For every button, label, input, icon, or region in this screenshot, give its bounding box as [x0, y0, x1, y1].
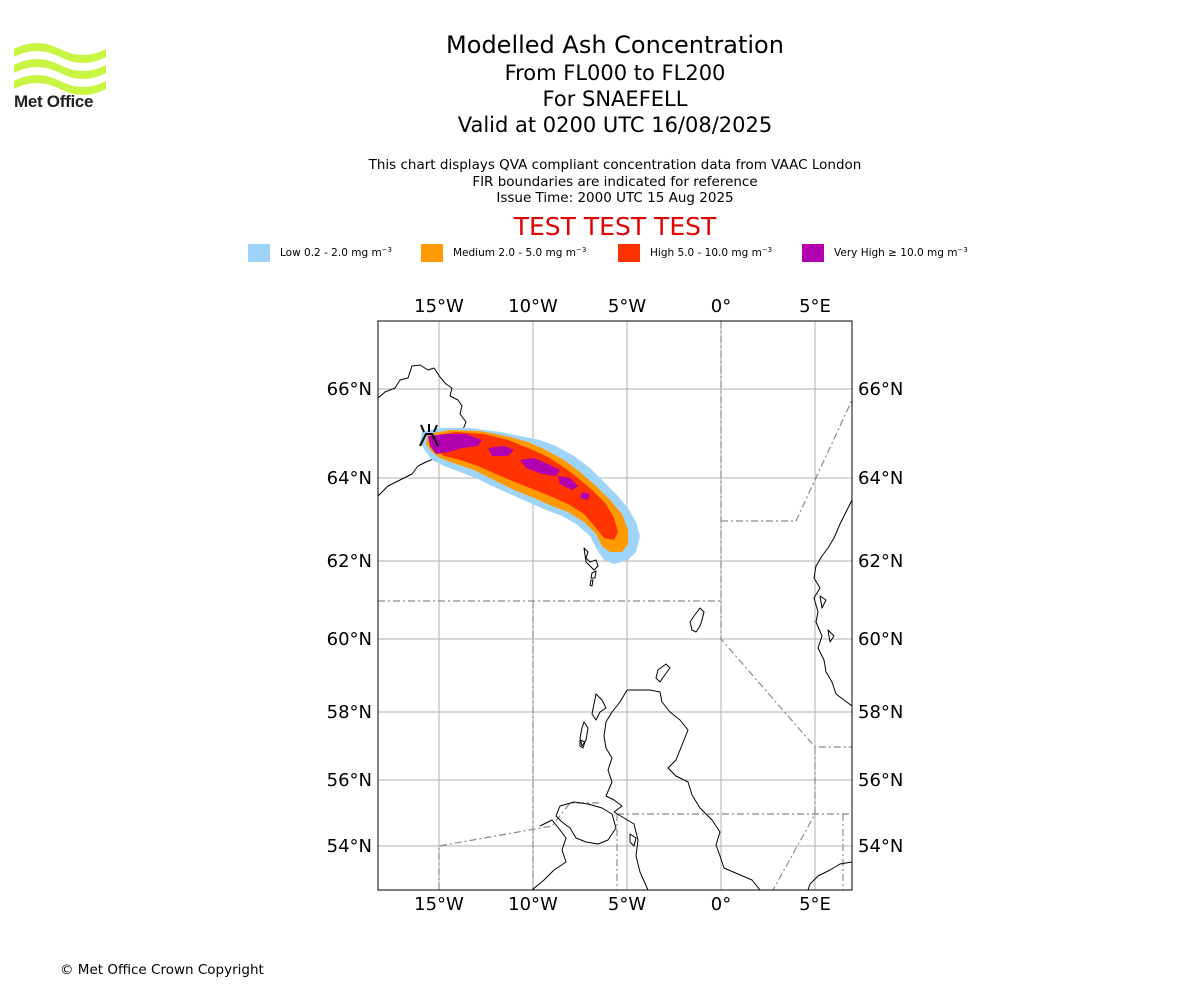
lon-label: 5°E	[799, 296, 831, 317]
lon-label: 5°W	[608, 894, 646, 915]
valid-time: Valid at 0200 UTC 16/08/2025	[457, 113, 773, 137]
lon-label: 5°W	[608, 296, 646, 317]
logo-text: Met Office	[14, 92, 94, 111]
lon-label: 10°W	[508, 296, 558, 317]
issue-time: Issue Time: 2000 UTC 15 Aug 2025	[496, 190, 734, 206]
lat-labels-right: 66°N 64°N 62°N 60°N 58°N 56°N 54°N	[858, 379, 903, 857]
ash-very-high-region-5	[580, 492, 590, 500]
lat-label: 58°N	[858, 702, 903, 723]
legend-swatch-very-high	[802, 244, 824, 262]
ash-very-high-region-3	[520, 458, 560, 476]
lat-label: 60°N	[858, 629, 903, 650]
lat-label: 58°N	[327, 702, 372, 723]
lat-label: 66°N	[327, 379, 372, 400]
lat-label: 64°N	[858, 468, 903, 489]
legend-label-high: High 5.0 - 10.0 mg m−3	[650, 246, 773, 259]
lon-labels-bottom: 15°W 10°W 5°W 0° 5°E	[414, 894, 831, 915]
chart-title: Modelled Ash Concentration	[446, 31, 784, 59]
lat-label: 60°N	[327, 629, 372, 650]
lat-label: 54°N	[327, 836, 372, 857]
copyright-notice: © Met Office Crown Copyright	[60, 962, 264, 978]
legend-label-low: Low 0.2 - 2.0 mg m−3	[280, 246, 393, 259]
chart-title-block: Modelled Ash Concentration From FL000 to…	[315, 30, 915, 138]
lat-labels-left: 66°N 64°N 62°N 60°N 58°N 56°N 54°N	[327, 379, 372, 857]
description-line-2: FIR boundaries are indicated for referen…	[472, 173, 758, 190]
ash-cloud	[420, 428, 640, 564]
ash-very-high-region-2	[488, 446, 514, 456]
lat-label: 62°N	[858, 551, 903, 572]
legend-swatch-high	[618, 244, 640, 262]
flight-level-range: From FL000 to FL200	[504, 61, 726, 85]
map-frame	[377, 320, 853, 891]
legend-label-very-high: Very High ≥ 10.0 mg m−3	[834, 246, 968, 259]
legend-swatch-medium	[421, 244, 443, 262]
coastlines	[378, 364, 852, 890]
volcano-name: For SNAEFELL	[542, 87, 688, 111]
lon-label: 15°W	[414, 894, 464, 915]
lon-label: 5°E	[799, 894, 831, 915]
met-office-logo-icon	[14, 43, 106, 95]
fir-boundaries	[378, 321, 852, 890]
lat-label: 54°N	[858, 836, 903, 857]
lat-label: 64°N	[327, 468, 372, 489]
description-line-1: This chart displays QVA compliant concen…	[368, 157, 862, 173]
lon-label: 15°W	[414, 296, 464, 317]
ash-very-high-region-4	[558, 476, 578, 490]
lon-label: 0°	[711, 296, 731, 317]
graticule	[378, 321, 852, 890]
legend-swatch-low	[248, 244, 270, 262]
lat-label: 66°N	[858, 379, 903, 400]
ash-high-region	[430, 432, 618, 540]
chart-description: This chart displays QVA compliant concen…	[315, 157, 915, 207]
lat-label: 56°N	[858, 770, 903, 791]
lon-labels-top: 15°W 10°W 5°W 0° 5°E	[414, 296, 831, 317]
legend-label-medium: Medium 2.0 - 5.0 mg m−3	[453, 246, 587, 259]
lon-label: 0°	[711, 894, 731, 915]
test-banner: TEST TEST TEST	[513, 212, 717, 241]
lat-label: 56°N	[327, 770, 372, 791]
ash-very-high-region	[428, 434, 482, 454]
volcano-marker-icon	[419, 424, 439, 447]
lat-label: 62°N	[327, 551, 372, 572]
lon-label: 10°W	[508, 894, 558, 915]
